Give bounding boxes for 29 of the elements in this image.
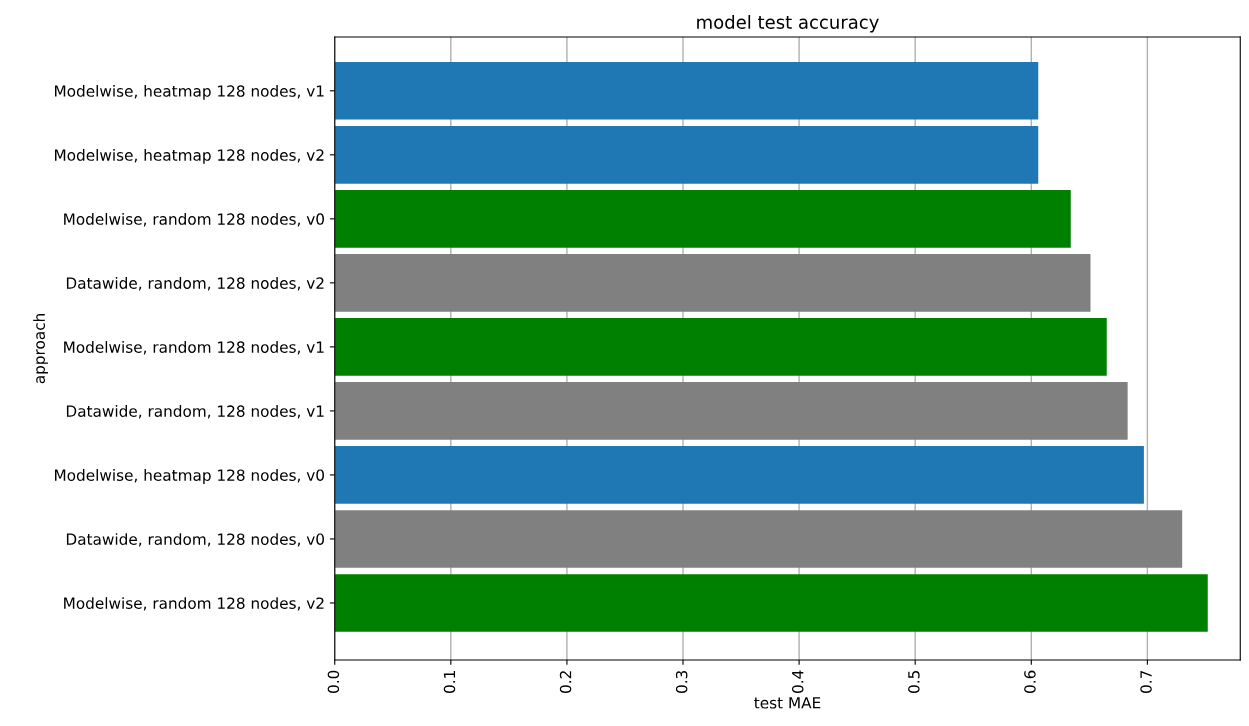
bar [334, 190, 1071, 248]
x-tick-label: 0.4 [791, 670, 804, 693]
x-axis-title: test MAE [754, 697, 821, 709]
y-tick-label: Datawide, random, 128 nodes, v1 [66, 405, 324, 419]
bar [334, 382, 1128, 440]
bar [334, 318, 1107, 376]
y-tick-label: Datawide, random, 128 nodes, v0 [66, 533, 324, 547]
x-tick-label: 0.0 [327, 670, 340, 693]
bar [334, 446, 1144, 504]
bar [334, 254, 1091, 312]
y-tick-label: Modelwise, heatmap 128 nodes, v0 [55, 469, 324, 484]
chart-title: model test accuracy [697, 14, 879, 33]
x-tick-label: 0.6 [1024, 670, 1036, 693]
y-axis-title: approach [33, 314, 48, 384]
x-tick-label: 0.3 [675, 670, 688, 693]
bar [334, 61, 1039, 120]
bar [334, 126, 1039, 184]
x-tick-label: 0.5 [908, 670, 920, 693]
y-tick-label: Modelwise, random 128 nodes, v0 [64, 213, 324, 227]
y-tick-label: Datawide, random, 128 nodes, v2 [66, 277, 324, 291]
x-tick-label: 0.7 [1140, 670, 1152, 693]
y-tick-label: Modelwise, random 128 nodes, v1 [64, 341, 324, 355]
x-tick-label: 0.2 [559, 671, 572, 693]
y-tick-label: Modelwise, random 128 nodes, v2 [64, 597, 324, 611]
x-tick-label: 0.1 [443, 671, 456, 693]
y-tick-label: Modelwise, heatmap 128 nodes, v1 [55, 85, 324, 100]
y-tick-label: Modelwise, heatmap 128 nodes, v2 [55, 149, 324, 164]
bar [334, 574, 1208, 632]
bar [334, 510, 1183, 568]
